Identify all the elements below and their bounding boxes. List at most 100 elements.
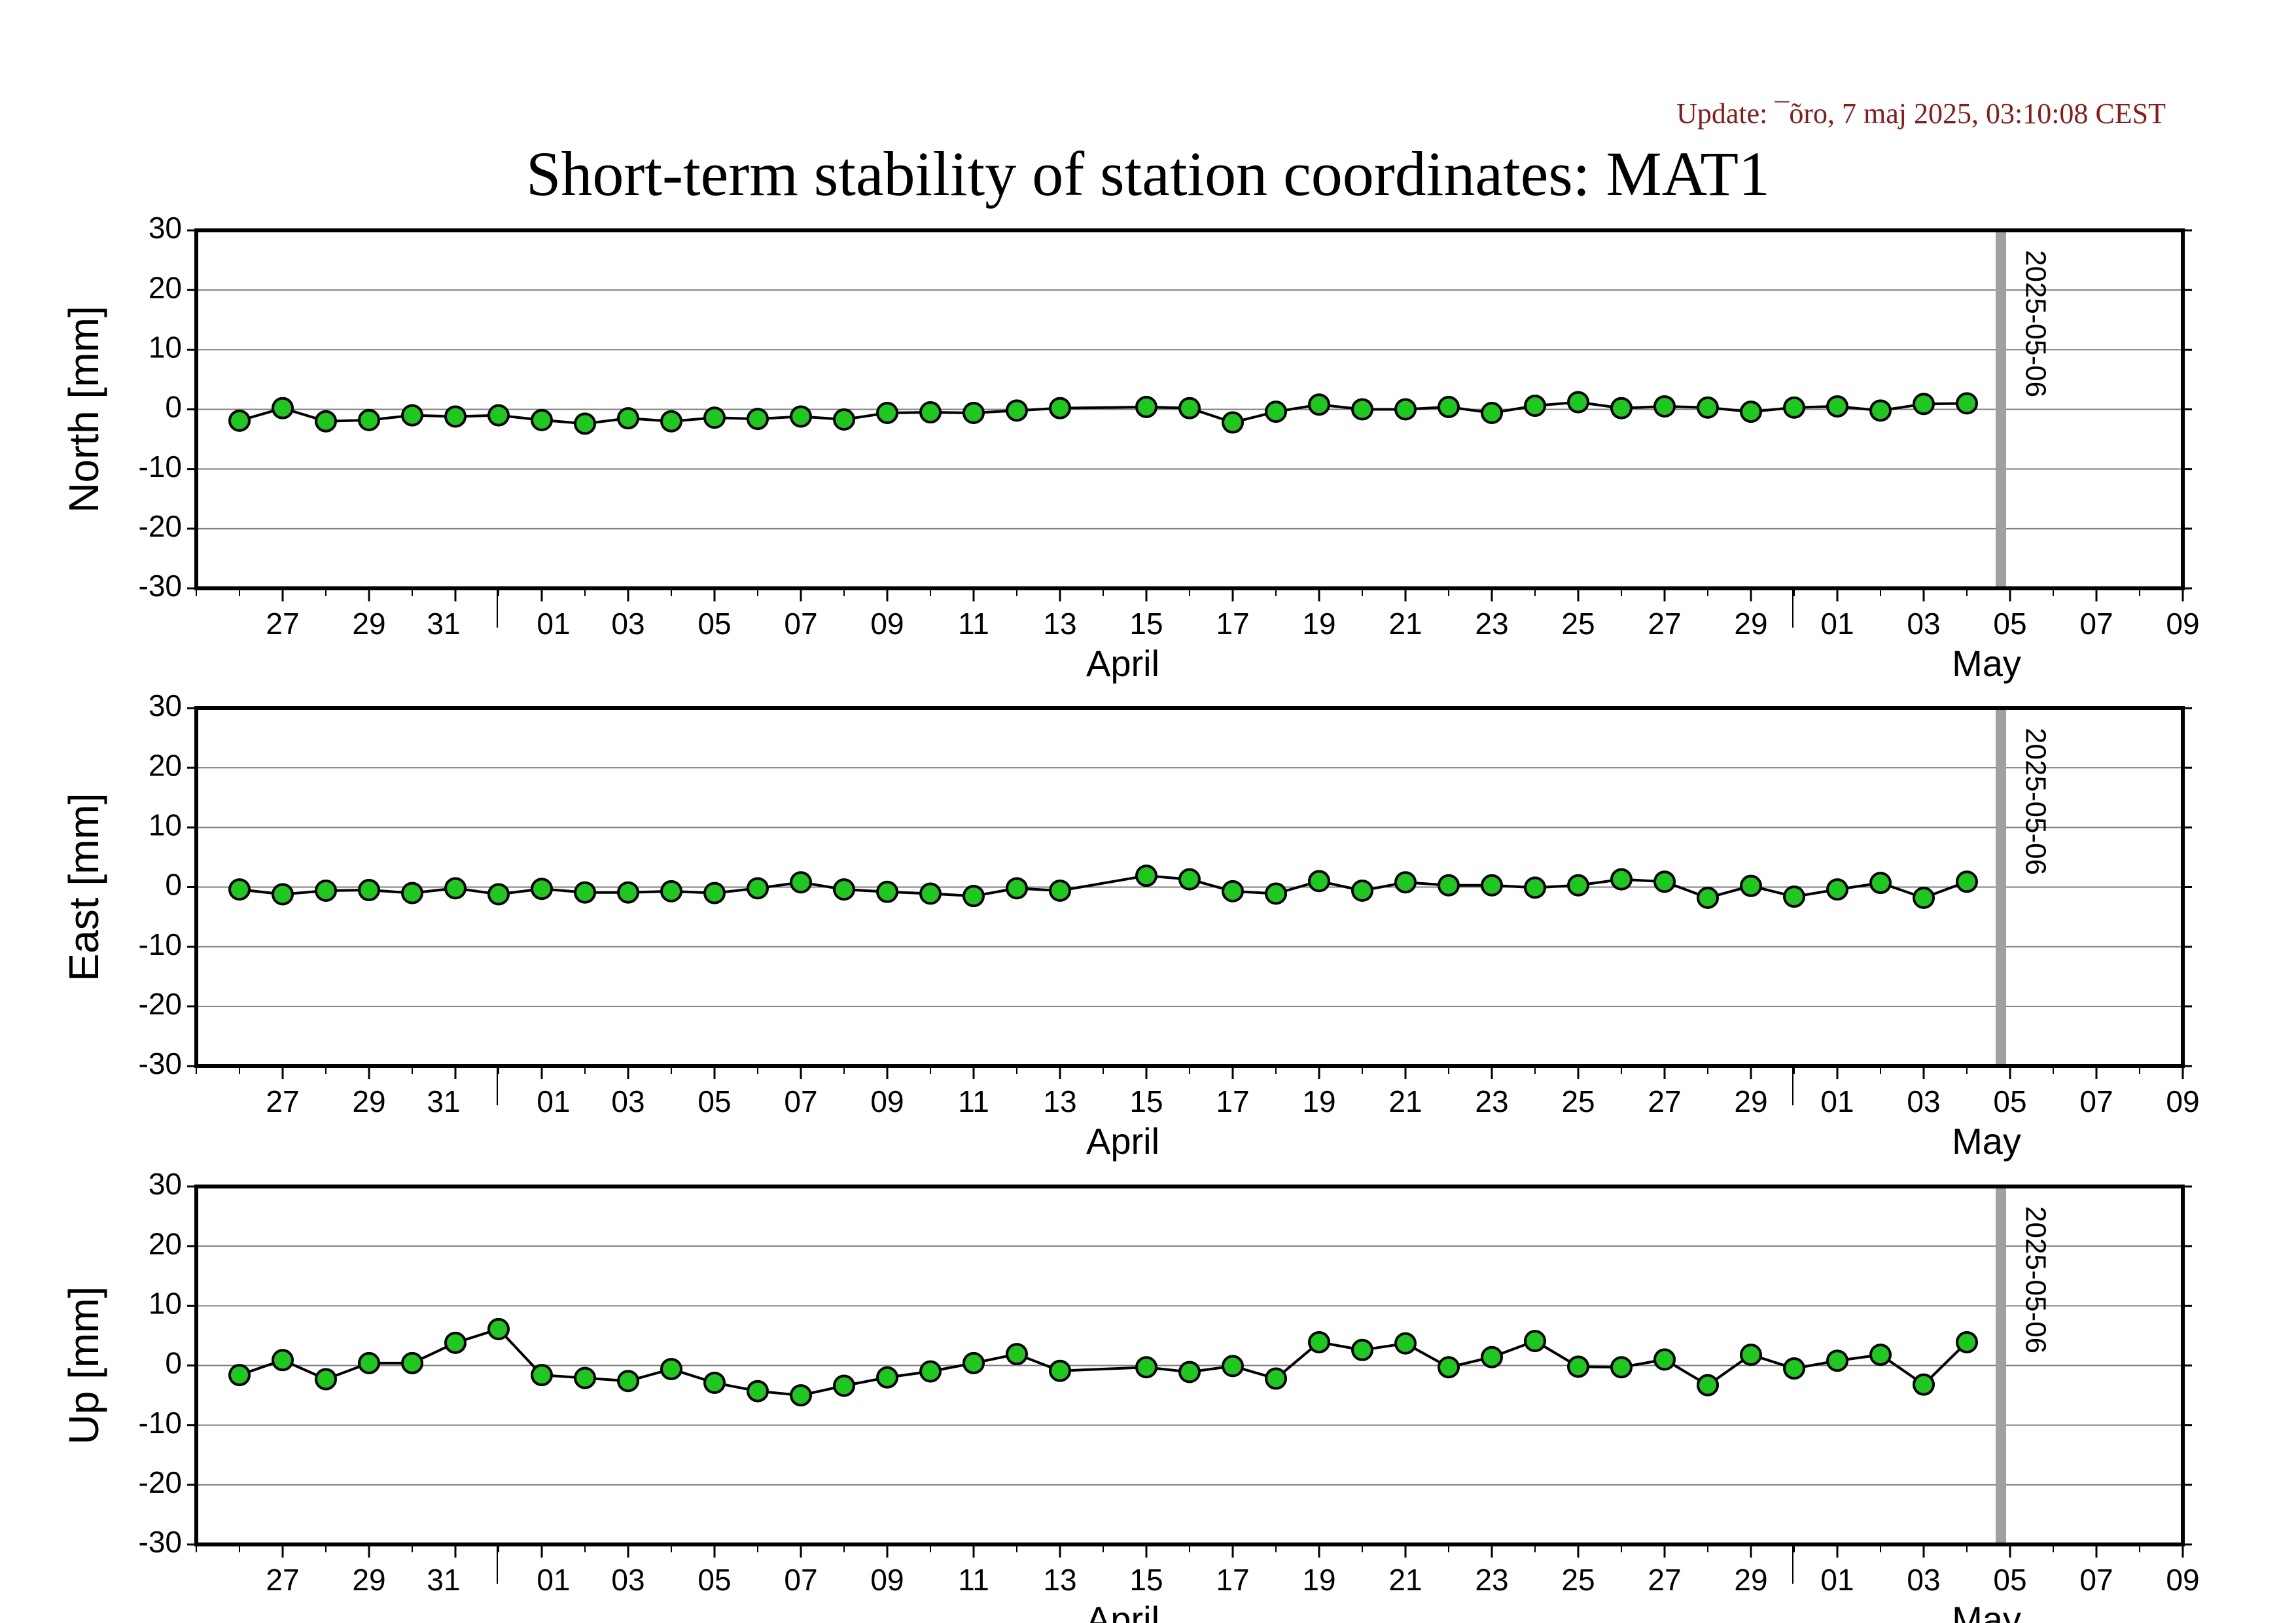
data-point — [1481, 1346, 1503, 1368]
x-tick-label: 29 — [352, 1563, 385, 1597]
month-label-april: April — [1086, 1120, 1159, 1162]
x-tick-label: 11 — [958, 1084, 989, 1118]
y-tick-label: 20 — [149, 748, 182, 782]
x-tick-label: 25 — [1561, 1563, 1595, 1597]
x-tick-label: 31 — [427, 1084, 460, 1118]
data-point — [487, 404, 510, 427]
data-point — [1394, 398, 1417, 421]
x-tick-label: 09 — [2166, 1563, 2199, 1597]
data-point — [1049, 397, 1071, 419]
x-tick-label: 07 — [2079, 607, 2113, 641]
data-point — [790, 405, 812, 428]
data-point — [919, 882, 942, 905]
data-point — [1869, 872, 1892, 895]
data-point — [1135, 1356, 1157, 1379]
x-tick-label: 05 — [698, 1563, 731, 1597]
data-point — [574, 412, 596, 435]
x-tick-label: 27 — [1648, 1084, 1681, 1118]
chart-title: Short-term stability of station coordina… — [525, 139, 1771, 209]
data-point — [358, 1351, 380, 1374]
data-point — [1222, 411, 1244, 434]
y-tick-label: 30 — [149, 1167, 182, 1201]
x-tick-label: 01 — [1820, 607, 1854, 641]
data-point — [1222, 1355, 1244, 1378]
x-tick-label: 01 — [1820, 1084, 1854, 1118]
x-tick-label: 11 — [958, 607, 989, 641]
data-point — [1351, 879, 1373, 902]
data-point — [1697, 886, 1719, 909]
x-tick-label: 15 — [1129, 1563, 1163, 1597]
x-tick-label: 09 — [2166, 607, 2199, 641]
data-point — [1178, 397, 1201, 419]
data-point — [617, 407, 639, 430]
series-line — [239, 874, 1968, 900]
y-tick-label: 30 — [149, 211, 182, 245]
y-tick-label: 0 — [165, 1346, 182, 1380]
x-tick-label: 29 — [1734, 607, 1767, 641]
y-tick-label: -20 — [139, 987, 182, 1021]
data-point — [617, 881, 639, 904]
data-point — [876, 1366, 898, 1389]
data-point — [1869, 399, 1892, 422]
x-tick-label: 25 — [1561, 607, 1595, 641]
data-point — [660, 410, 682, 433]
data-point — [1308, 1330, 1330, 1353]
data-point — [315, 410, 337, 433]
series-line — [239, 1327, 1968, 1397]
y-axis-label: East [mm] — [60, 793, 107, 981]
x-tick-label: 05 — [1993, 1084, 2026, 1118]
data-point — [1222, 880, 1244, 902]
data-point — [1653, 1348, 1676, 1371]
data-point — [315, 1368, 337, 1391]
data-point — [1006, 399, 1028, 422]
data-point — [1956, 870, 1978, 893]
data-point — [315, 879, 337, 902]
data-point — [1524, 395, 1546, 418]
y-tick-label: 10 — [149, 808, 182, 842]
data-point — [444, 1331, 467, 1354]
data-point — [228, 1364, 251, 1387]
data-point — [358, 408, 380, 431]
y-tick-label: -20 — [139, 1465, 182, 1499]
data-point — [1481, 874, 1503, 897]
data-point — [1438, 395, 1460, 418]
data-point — [876, 880, 898, 903]
data-point — [228, 878, 251, 901]
data-point — [1567, 874, 1589, 897]
epoch-marker-label: 2025-05-06 — [2019, 1206, 2051, 1353]
x-tick-label: 05 — [1993, 1563, 2026, 1597]
x-tick-label: 13 — [1043, 1084, 1076, 1118]
x-tick-label: 01 — [537, 1084, 570, 1118]
data-point — [1049, 879, 1071, 902]
x-tick-label: 21 — [1388, 607, 1422, 641]
data-point — [1783, 885, 1805, 908]
data-point — [1956, 1330, 1978, 1353]
x-tick-label: 31 — [427, 1563, 460, 1597]
data-point — [1913, 886, 1935, 909]
data-point — [1783, 1357, 1805, 1380]
data-point — [790, 1384, 812, 1407]
x-tick-label: 29 — [352, 607, 385, 641]
x-tick-label: 29 — [1734, 1563, 1767, 1597]
x-tick-label: 09 — [870, 1563, 904, 1597]
data-point — [272, 883, 294, 906]
x-tick-label: 05 — [698, 1084, 731, 1118]
data-point — [401, 404, 423, 427]
x-tick-label: 27 — [1648, 1563, 1681, 1597]
x-tick-label: 19 — [1302, 1563, 1335, 1597]
y-tick-label: 30 — [149, 688, 182, 722]
data-point — [1740, 1344, 1762, 1366]
data-point — [790, 871, 812, 894]
x-tick-label: 03 — [611, 607, 645, 641]
x-tick-label: 09 — [870, 1084, 904, 1118]
data-point — [747, 1380, 769, 1402]
data-point — [1653, 870, 1676, 893]
data-point — [358, 879, 380, 902]
data-point — [1524, 876, 1546, 899]
data-point — [1265, 401, 1287, 423]
data-point — [1308, 870, 1330, 893]
data-point — [1351, 398, 1373, 421]
data-point — [747, 877, 769, 900]
data-point — [963, 885, 985, 908]
